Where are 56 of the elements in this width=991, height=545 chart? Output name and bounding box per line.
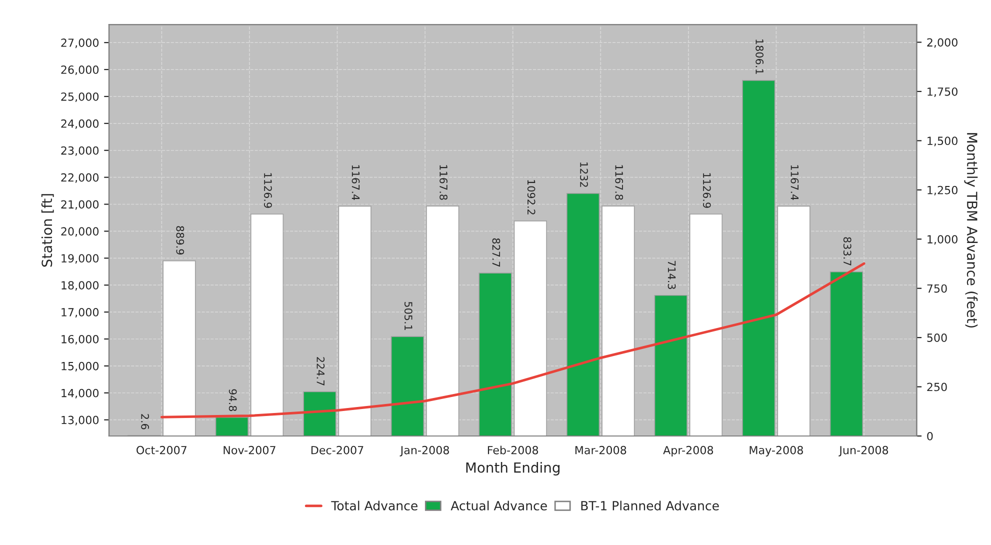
x-tick-label: Mar-2008 [575, 446, 626, 454]
data-label: 94.8 [228, 389, 237, 412]
y-tick-label: 22,000 [61, 173, 99, 183]
data-label: 714.3 [668, 260, 676, 289]
data-label: 1806.1 [756, 40, 764, 74]
y-tick-label: 27,000 [61, 38, 99, 48]
data-label: 1092.2 [527, 180, 536, 214]
data-label: 1167.4 [790, 165, 799, 200]
y-tick-label: 14,000 [62, 388, 99, 398]
y-tick-label: 25,000 [61, 92, 99, 102]
y-tick-label: 24,000 [61, 119, 99, 129]
x-tick-label: Jun-2008 [838, 446, 888, 456]
y-tick-label: 21,000 [61, 200, 99, 210]
x-tick-label: Oct-2007 [136, 446, 186, 454]
y-tick-label: 16,000 [62, 334, 99, 345]
legend-label: BT-1 Planned Advance [581, 500, 719, 510]
data-label: 1167.8 [615, 165, 624, 200]
x-tick-label: Apr-2008 [663, 446, 714, 456]
data-label: 505.1 [404, 302, 412, 330]
data-label: 1167.4 [352, 165, 360, 200]
y-tick-label: 23,000 [61, 146, 99, 156]
x-tick-label: Nov-2007 [224, 446, 276, 454]
y2-tick-label: 750 [927, 284, 947, 293]
data-label: 833.7 [843, 237, 852, 266]
y-tick-label: 17,000 [62, 308, 99, 318]
data-label: 1232 [580, 162, 588, 187]
y-tick-label: 19,000 [62, 254, 99, 264]
y2-axis-title: Monthly TBM Advance (feet) [964, 133, 978, 328]
data-label: 2.6 [141, 414, 149, 430]
y2-tick-label: 250 [927, 382, 947, 392]
x-tick-label: Feb-2008 [488, 446, 538, 454]
y2-tick-label: 1,000 [928, 235, 958, 245]
data-label: 1126.9 [264, 173, 272, 208]
x-tick-label: May-2008 [750, 446, 803, 456]
data-label: 1167.8 [440, 165, 448, 200]
data-label: 1126.9 [702, 173, 711, 208]
y2-tick-label: 0 [927, 432, 933, 440]
y2-tick-label: 2,000 [927, 38, 958, 48]
legend-label: Actual Advance [450, 500, 547, 510]
legend-label: Total Advance [331, 500, 418, 510]
x-tick-label: Jan-2008 [400, 446, 449, 456]
y-tick-label: 26,000 [61, 66, 99, 76]
y-tick-label: 13,000 [62, 416, 99, 426]
data-label: 224.7 [316, 357, 325, 386]
y-axis-title: Station [ft] [41, 194, 54, 267]
x-tick-label: Dec-2007 [311, 446, 364, 454]
data-label: 889.9 [176, 226, 184, 255]
y2-tick-label: 1,750 [928, 87, 958, 97]
x-axis-title: Month Ending [466, 462, 560, 476]
y-tick-label: 15,000 [62, 362, 99, 372]
data-label: 827.7 [492, 238, 500, 267]
y2-tick-label: 500 [927, 334, 947, 342]
y2-tick-label: 1,500 [928, 136, 958, 146]
y2-tick-label: 1,250 [928, 186, 958, 196]
y-tick-label: 20,000 [61, 227, 99, 237]
y-tick-label: 18,000 [62, 281, 99, 291]
